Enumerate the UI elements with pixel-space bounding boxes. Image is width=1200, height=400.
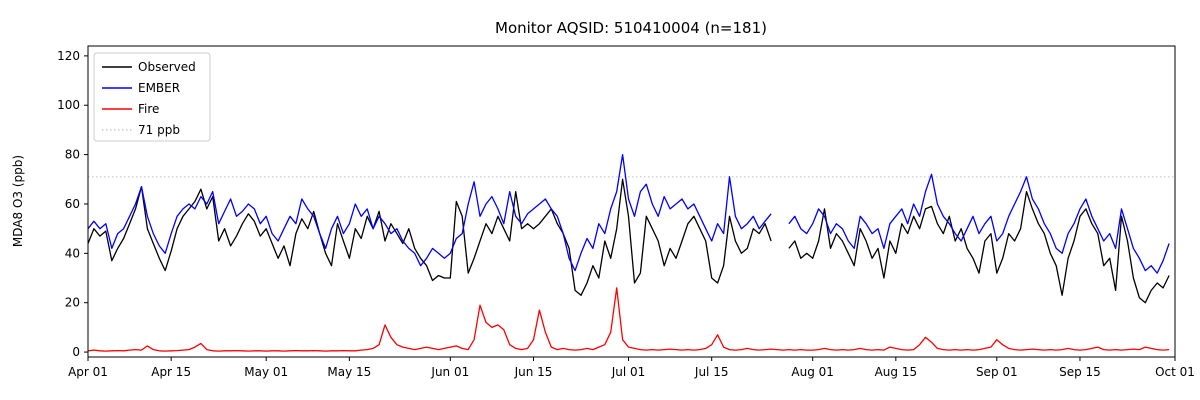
legend-label: EMBER	[138, 81, 180, 95]
fire-line	[87, 287, 1170, 352]
y-tick-label: 20	[65, 296, 80, 310]
x-tick-label: Aug 01	[791, 365, 834, 379]
legend: Observed EMBER Fire 71 ppb	[93, 52, 211, 142]
plot-frame	[87, 45, 1176, 358]
x-tick-label: May 15	[327, 365, 371, 379]
legend-label: Fire	[138, 102, 159, 116]
y-tick-label: 120	[57, 49, 80, 63]
axis-ticks: Apr 01 Apr 15 May 01 May 15 Jun 01 Jun 15 Jul …	[57, 49, 1195, 379]
legend-box	[93, 52, 211, 142]
x-tick-label: Sep 15	[1059, 365, 1101, 379]
y-tick-label: 80	[65, 148, 80, 162]
plot-border	[87, 45, 1176, 358]
x-tick-label: Jul 01	[611, 365, 646, 379]
legend-label: 71 ppb	[138, 123, 180, 137]
y-tick-label: 0	[72, 345, 80, 359]
chart-title: Monitor AQSID: 510410004 (n=181)	[495, 19, 767, 37]
observed-line	[87, 178, 1170, 304]
x-tick-label: Aug 15	[875, 365, 918, 379]
series-layer	[87, 153, 1170, 352]
y-tick-label: 60	[65, 197, 80, 211]
ember-line	[87, 153, 1170, 274]
x-tick-label: Sep 01	[976, 365, 1018, 379]
x-tick-label: May 01	[244, 365, 288, 379]
x-tick-label: Oct 01	[1155, 365, 1195, 379]
x-tick-label: Jun 01	[430, 365, 469, 379]
y-axis-label: MDA8 O3 (ppb)	[11, 155, 25, 247]
y-tick-label: 100	[57, 98, 80, 112]
x-tick-label: Jun 15	[514, 365, 553, 379]
x-tick-label: Apr 01	[68, 365, 108, 379]
x-tick-label: Jul 15	[694, 365, 729, 379]
y-tick-label: 40	[65, 246, 80, 260]
legend-label: Observed	[138, 60, 196, 74]
x-tick-label: Apr 15	[151, 365, 191, 379]
